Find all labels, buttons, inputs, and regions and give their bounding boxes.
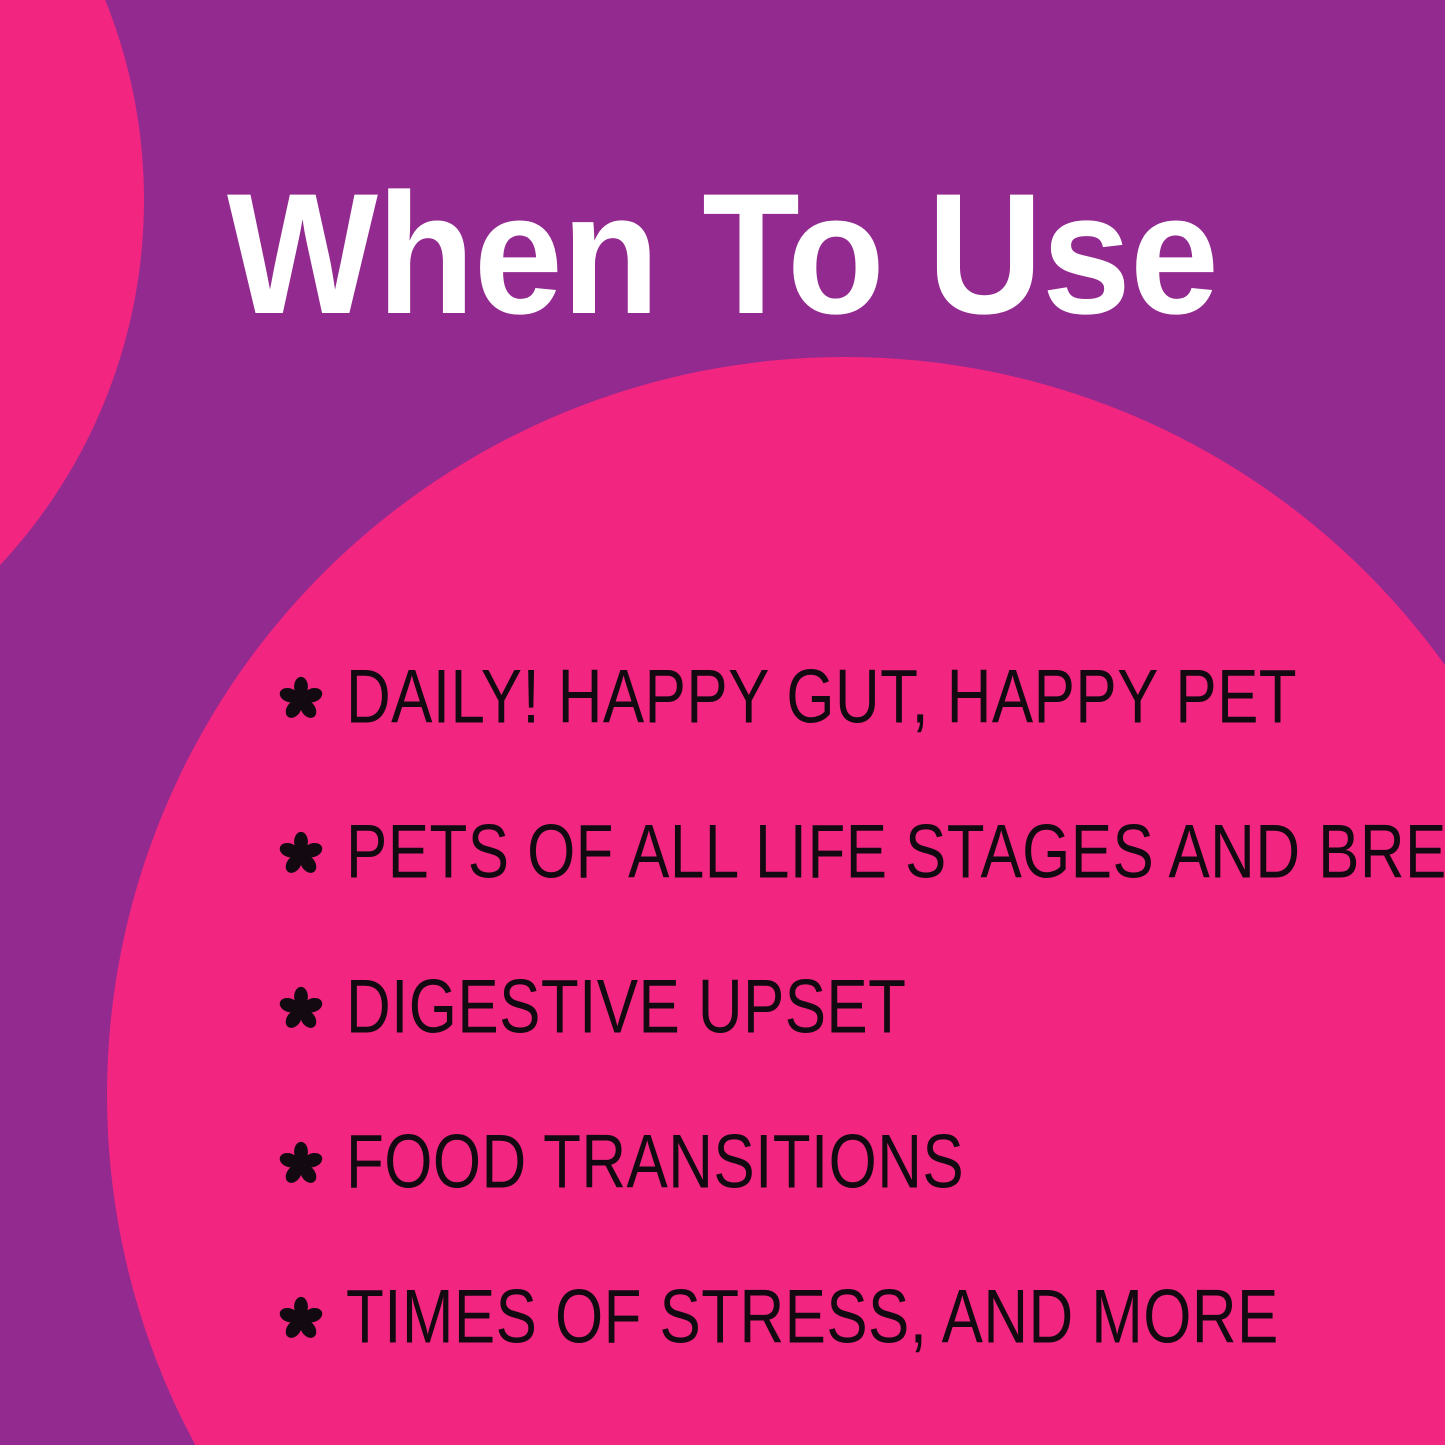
- list-item: DAILY! HAPPY GUT, HAPPY PET: [278, 652, 1398, 742]
- list-item-label: DIGESTIVE UPSET: [346, 964, 907, 1050]
- top-left-pink-circle: [0, 0, 144, 566]
- florette-bullet-icon: [278, 986, 324, 1032]
- florette-bullet-icon: [278, 831, 324, 877]
- list-item-label: DAILY! HAPPY GUT, HAPPY PET: [346, 654, 1298, 740]
- list-item: PETS OF ALL LIFE STAGES AND BREEDS: [278, 807, 1445, 897]
- list-item: FOOD TRANSITIONS: [278, 1117, 1398, 1207]
- when-to-use-list: DAILY! HAPPY GUT, HAPPY PET PETS OF ALL …: [278, 652, 1445, 1362]
- list-item: TIMES OF STRESS, AND MORE: [278, 1272, 1398, 1362]
- large-pink-circle: [107, 357, 1445, 1445]
- list-item: DIGESTIVE UPSET: [278, 962, 1398, 1052]
- list-item-label: FOOD TRANSITIONS: [346, 1119, 965, 1205]
- list-item-label: TIMES OF STRESS, AND MORE: [346, 1274, 1279, 1360]
- florette-bullet-icon: [278, 1296, 324, 1342]
- florette-bullet-icon: [278, 1141, 324, 1187]
- florette-bullet-icon: [278, 676, 324, 722]
- page-title: When To Use: [226, 158, 1219, 351]
- list-item-label: PETS OF ALL LIFE STAGES AND BREEDS: [346, 809, 1445, 895]
